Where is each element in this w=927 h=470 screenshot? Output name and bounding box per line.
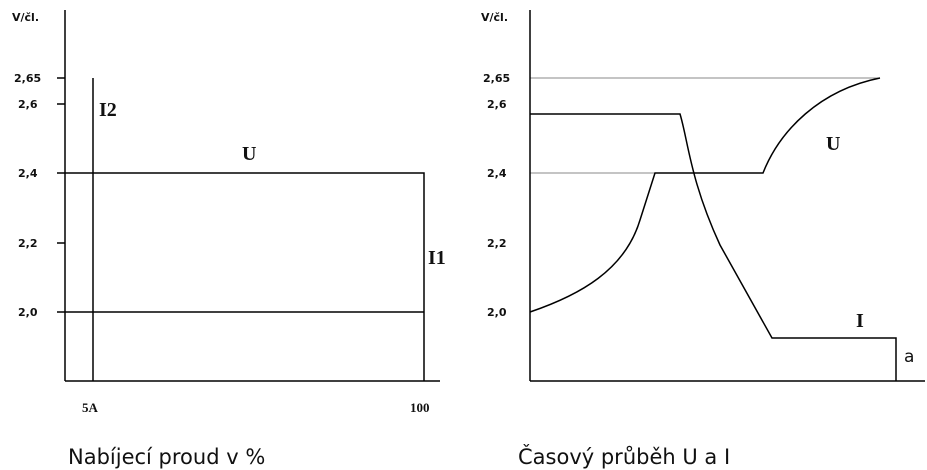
left-chart: V/čl. 2,65 2,6 2,4 2,2 2,0 5A 100 I2 U I… [12,10,446,469]
tick-label: 2,6 [487,98,507,111]
u-line [65,172,425,381]
right-chart: V/čl. 2,65 2,6 2,4 2,2 2,0 U I a Časový … [481,10,925,469]
tick-label: 2,0 [487,306,507,319]
tick-label: 2,2 [487,237,507,250]
y-axis-label: V/čl. [12,11,39,24]
tick-label: 2,2 [18,237,38,250]
curve-label: I [856,310,864,332]
i-curve [530,113,897,381]
tick-label: 2,6 [18,98,38,111]
curve-label: a [904,347,914,367]
curve-label: I1 [428,247,446,269]
x-tick-label: 100 [410,400,430,415]
caption: Nabíjecí proud v % [68,445,265,469]
tick-label: 2,65 [14,72,41,85]
curve-label: U [242,143,256,165]
tick-label: 2,0 [18,306,38,319]
tick-label: 2,4 [18,167,38,180]
tick-label: 2,65 [483,72,510,85]
caption: Časový průběh U a I [518,444,730,469]
y-axis-label: V/čl. [481,11,508,24]
u-curve [529,77,881,313]
tick-label: 2,4 [487,167,507,180]
curve-label: U [826,133,840,155]
curve-label: I2 [99,99,117,121]
x-tick-label: 5A [82,400,99,415]
